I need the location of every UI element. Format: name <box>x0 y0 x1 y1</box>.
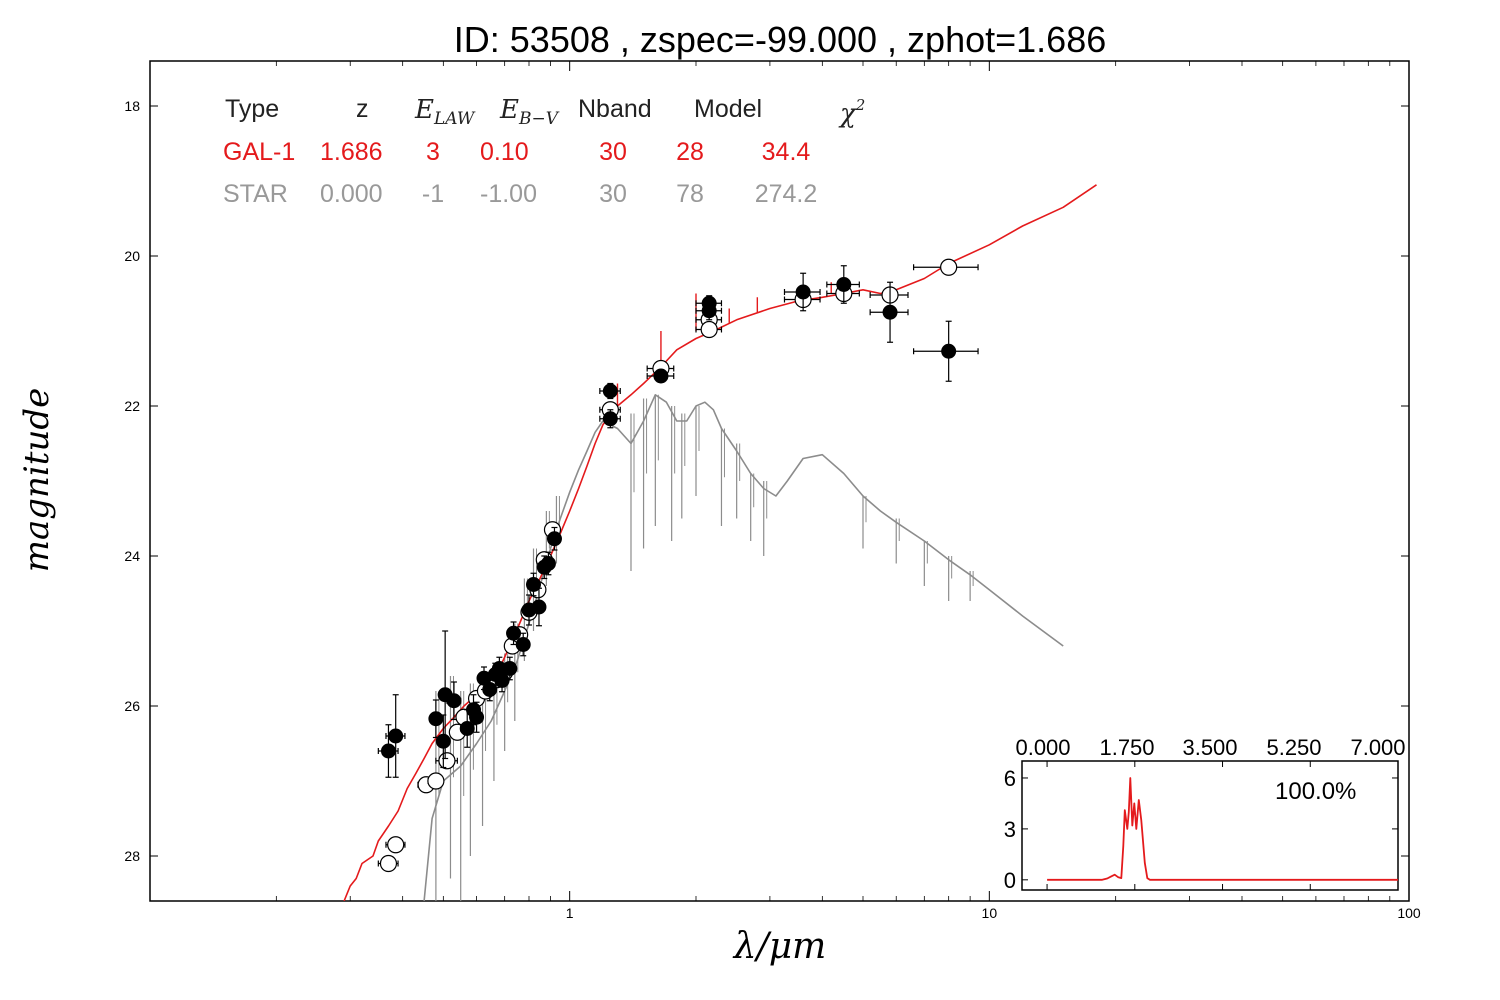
main-axis-ticks: 18 20 22 24 26 28 1 10 100 <box>124 61 1421 921</box>
table-cell: 0.000 <box>320 180 383 208</box>
observed-magnitude-point <box>435 733 451 749</box>
observed-magnitude-point <box>459 721 475 736</box>
pdz-x-tick-label: 1.750 <box>1099 735 1154 760</box>
observed-magnitude-point <box>502 661 518 676</box>
table-cell: 34.4 <box>762 138 811 166</box>
y-tick-label: 18 <box>124 98 140 114</box>
observed-magnitude-point <box>540 556 556 571</box>
x-tick-label: 1 <box>566 905 574 921</box>
observed-magnitude-point <box>653 368 669 384</box>
table-cell: 30 <box>599 138 627 166</box>
pdz-curve <box>1047 777 1398 881</box>
table-header-z: z <box>356 95 369 123</box>
observed-magnitude-point <box>602 383 618 399</box>
y-tick-label: 28 <box>124 848 140 864</box>
model-magnitude-point <box>387 836 405 854</box>
pdz-inset-frame <box>1021 760 1399 891</box>
x-tick-label: 100 <box>1397 905 1421 921</box>
pdz-probability-label: 100.0% <box>1275 778 1356 805</box>
pdz-inset-ticks: 0.000 1.750 3.500 5.250 7.000 0 3 6 <box>1004 735 1406 893</box>
table-header-model: Model <box>694 95 762 123</box>
observed-magnitude-point <box>546 531 562 547</box>
observed-magnitude-point <box>515 637 531 652</box>
observed-magnitude-point <box>428 711 444 727</box>
observed-magnitude-point <box>531 599 547 615</box>
observed-magnitude-point <box>380 743 396 759</box>
pdz-y-tick-label: 0 <box>1004 868 1016 893</box>
table-cell: -1.00 <box>480 180 537 208</box>
table-header-ebv: EB−V <box>499 95 560 129</box>
observed-magnitude-point <box>836 277 852 292</box>
pdz-y-tick-label: 6 <box>1004 766 1016 791</box>
observed-magnitude-point <box>446 693 462 709</box>
observed-magnitude-point <box>482 682 498 697</box>
table-header-type: Type <box>225 95 279 123</box>
x-tick-label: 10 <box>982 905 998 921</box>
table-cell: -1 <box>422 180 444 208</box>
model-magnitude-point <box>438 752 456 770</box>
observed-magnitude-point <box>602 411 618 427</box>
table-cell: 274.2 <box>755 180 818 208</box>
table-header-chi2: χ2 <box>838 96 865 129</box>
table-cell: 28 <box>676 138 704 166</box>
pdz-inset: 0.000 1.750 3.500 5.250 7.000 0 3 6 100.0% <box>1004 735 1406 893</box>
pdz-x-tick-label: 3.500 <box>1182 735 1237 760</box>
main-plot-frame <box>149 60 1410 902</box>
main-plot-area <box>343 184 1097 901</box>
y-axis-label: magnitude <box>17 388 57 573</box>
observed-magnitude-point <box>701 303 717 319</box>
observed-magnitude-point <box>469 709 485 725</box>
pdz-inset-plot <box>1047 777 1398 881</box>
model-magnitude-point <box>379 854 398 873</box>
fit-results-table: Type z ELAW EB−V Nband Model χ2 GAL-1 1.6… <box>223 95 865 208</box>
table-cell: 78 <box>676 180 704 208</box>
table-cell: GAL-1 <box>223 138 295 166</box>
galaxy-model-line <box>343 184 1097 901</box>
chart-title: ID: 53508 , zspec=-99.000 , zphot=1.686 <box>454 19 1106 60</box>
model-magnitude-point <box>940 258 958 276</box>
observed-magnitude-point <box>494 673 510 688</box>
table-cell: 30 <box>599 180 627 208</box>
x-axis-label: λ/μm <box>732 926 826 967</box>
model-magnitude-point <box>700 320 718 339</box>
y-tick-label: 22 <box>124 398 140 414</box>
model-magnitude-point <box>427 772 445 790</box>
table-cell: STAR <box>223 180 288 208</box>
table-cell: 3 <box>426 138 440 166</box>
observed-magnitude-point <box>388 728 404 744</box>
pdz-x-tick-label: 7.000 <box>1350 735 1405 760</box>
pdz-x-tick-label: 0.000 <box>1015 735 1070 760</box>
table-header-nband: Nband <box>578 95 652 123</box>
observed-magnitude-point <box>506 625 522 641</box>
table-cell: 0.10 <box>480 138 529 166</box>
observed-magnitude-point <box>941 343 957 359</box>
pdz-y-tick-label: 3 <box>1004 817 1016 842</box>
table-cell: 1.686 <box>320 138 383 166</box>
table-header-elaw: ELAW <box>414 95 476 129</box>
observed-magnitude-point <box>882 304 898 320</box>
y-tick-label: 24 <box>124 548 140 564</box>
pdz-x-tick-label: 5.250 <box>1266 735 1321 760</box>
y-tick-label: 26 <box>124 698 140 714</box>
y-tick-label: 20 <box>124 248 140 264</box>
observed-magnitude-point <box>795 284 811 300</box>
